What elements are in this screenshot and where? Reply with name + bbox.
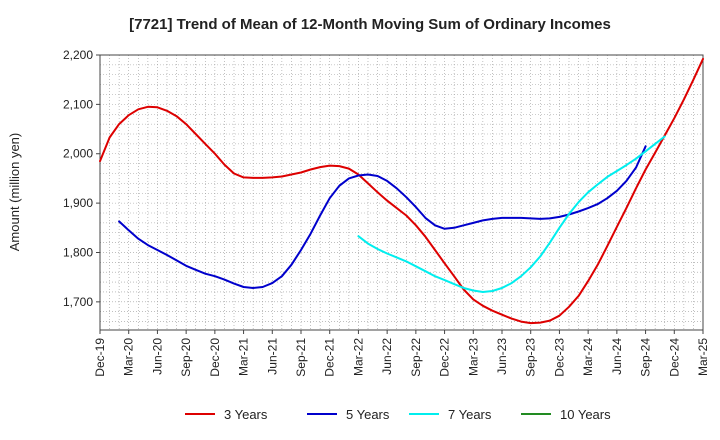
x-tick-label: Mar-25 bbox=[696, 338, 710, 376]
series-lines bbox=[99, 57, 704, 325]
plot-frame bbox=[99, 54, 704, 331]
series-line-3-years bbox=[99, 57, 704, 325]
x-tick-label: Sep-21 bbox=[294, 338, 308, 377]
legend-label: 5 Years bbox=[346, 407, 390, 422]
chart-title: [7721] Trend of Mean of 12-Month Moving … bbox=[129, 16, 611, 33]
x-axis-ticks: Dec-19 Mar-20 Jun-20 Sep-20 Dec-20 Mar-21 Jun-… bbox=[93, 330, 710, 377]
y-axis-ticks: 1,700 1,800 1,900 2,000 2,100 2,200 bbox=[63, 48, 100, 309]
y-tick-label: 2,100 bbox=[63, 97, 93, 111]
x-tick-label: Jun-20 bbox=[150, 338, 164, 375]
y-tick-label: 1,700 bbox=[63, 295, 93, 309]
y-axis-title: Amount (million yen) bbox=[7, 133, 22, 252]
legend-label: 7 Years bbox=[448, 407, 492, 422]
x-tick-label: Mar-24 bbox=[581, 338, 595, 376]
x-tick-label: Dec-23 bbox=[552, 338, 566, 377]
series-line-5-years bbox=[118, 145, 647, 289]
y-tick-label: 2,200 bbox=[63, 48, 93, 62]
x-tick-label: Mar-20 bbox=[122, 338, 136, 376]
series-line-7-years bbox=[357, 135, 666, 293]
legend-label: 3 Years bbox=[224, 407, 268, 422]
y-tick-label: 1,900 bbox=[63, 196, 93, 210]
x-tick-label: Jun-24 bbox=[610, 338, 624, 375]
legend: 3 Years 5 Years 7 Years 10 Years bbox=[185, 407, 611, 422]
x-tick-label: Sep-22 bbox=[409, 338, 423, 377]
grid bbox=[100, 54, 703, 330]
x-tick-label: Mar-23 bbox=[466, 338, 480, 376]
x-tick-label: Mar-22 bbox=[351, 338, 365, 376]
x-tick-label: Dec-21 bbox=[323, 338, 337, 377]
x-tick-label: Dec-20 bbox=[208, 338, 222, 377]
x-tick-label: Jun-21 bbox=[265, 338, 279, 375]
y-tick-label: 2,000 bbox=[63, 147, 93, 161]
x-tick-label: Sep-23 bbox=[524, 338, 538, 377]
x-tick-label: Sep-20 bbox=[179, 338, 193, 377]
legend-label: 10 Years bbox=[560, 407, 611, 422]
x-tick-label: Dec-24 bbox=[667, 338, 681, 377]
x-tick-label: Sep-24 bbox=[639, 338, 653, 377]
x-tick-label: Jun-23 bbox=[495, 338, 509, 375]
x-tick-label: Mar-21 bbox=[237, 338, 251, 376]
x-tick-label: Dec-19 bbox=[93, 338, 107, 377]
y-tick-label: 1,800 bbox=[63, 245, 93, 259]
x-tick-label: Jun-22 bbox=[380, 338, 394, 375]
x-tick-label: Dec-22 bbox=[438, 338, 452, 377]
